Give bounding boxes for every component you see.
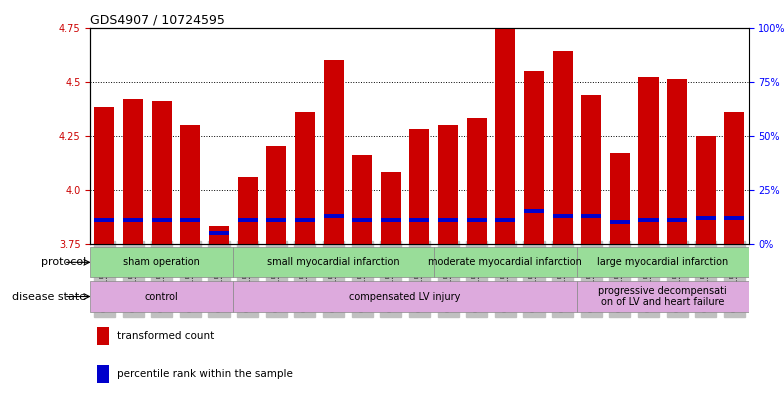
Bar [667, 218, 687, 222]
Bar [581, 94, 601, 244]
Bar [123, 99, 143, 244]
Bar [409, 218, 430, 222]
Bar [667, 79, 687, 244]
Bar [409, 129, 430, 244]
Bar [94, 107, 114, 244]
Bar [295, 218, 315, 222]
Bar [524, 209, 544, 213]
Bar [152, 218, 172, 222]
Bar [180, 125, 201, 244]
Text: protocol: protocol [41, 257, 86, 267]
Bar [553, 51, 572, 244]
Bar [495, 218, 515, 222]
Text: small myocardial infarction: small myocardial infarction [267, 257, 400, 267]
Bar [238, 218, 258, 222]
Bar [352, 155, 372, 244]
Bar [96, 327, 109, 345]
Bar [553, 214, 572, 217]
Bar [324, 60, 343, 244]
Bar [180, 218, 201, 222]
Text: progressive decompensati
on of LV and heart failure: progressive decompensati on of LV and he… [598, 286, 728, 307]
Bar [324, 214, 343, 217]
Bar [438, 125, 458, 244]
Bar [234, 247, 434, 277]
Bar [381, 172, 401, 244]
Bar [295, 112, 315, 244]
Bar [152, 101, 172, 244]
Bar [577, 281, 749, 312]
Bar [695, 216, 716, 220]
Text: moderate myocardial infarction: moderate myocardial infarction [428, 257, 583, 267]
Bar [581, 214, 601, 217]
Bar [610, 220, 630, 224]
Bar [267, 218, 286, 222]
Text: sham operation: sham operation [123, 257, 200, 267]
Bar [577, 247, 749, 277]
Bar [209, 231, 229, 235]
Bar [466, 118, 487, 244]
Text: control: control [145, 292, 179, 301]
Text: percentile rank within the sample: percentile rank within the sample [117, 369, 292, 379]
Text: large myocardial infarction: large myocardial infarction [597, 257, 728, 267]
Bar [434, 247, 577, 277]
Bar [524, 71, 544, 244]
Bar [234, 281, 577, 312]
Bar [438, 218, 458, 222]
Bar [381, 218, 401, 222]
Bar [94, 218, 114, 222]
Bar [96, 365, 109, 383]
Bar [495, 28, 515, 244]
Text: compensated LV injury: compensated LV injury [350, 292, 461, 301]
Bar [267, 146, 286, 244]
Bar [695, 136, 716, 244]
Text: transformed count: transformed count [117, 331, 214, 341]
Bar [238, 177, 258, 244]
Bar [90, 247, 234, 277]
Bar [466, 218, 487, 222]
Bar [724, 112, 745, 244]
Bar [352, 218, 372, 222]
Bar [724, 216, 745, 220]
Bar [209, 226, 229, 244]
Bar [90, 281, 234, 312]
Bar [638, 77, 659, 244]
Bar [123, 218, 143, 222]
Bar [638, 218, 659, 222]
Bar [610, 153, 630, 244]
Text: disease state: disease state [12, 292, 86, 301]
Text: GDS4907 / 10724595: GDS4907 / 10724595 [90, 13, 225, 26]
